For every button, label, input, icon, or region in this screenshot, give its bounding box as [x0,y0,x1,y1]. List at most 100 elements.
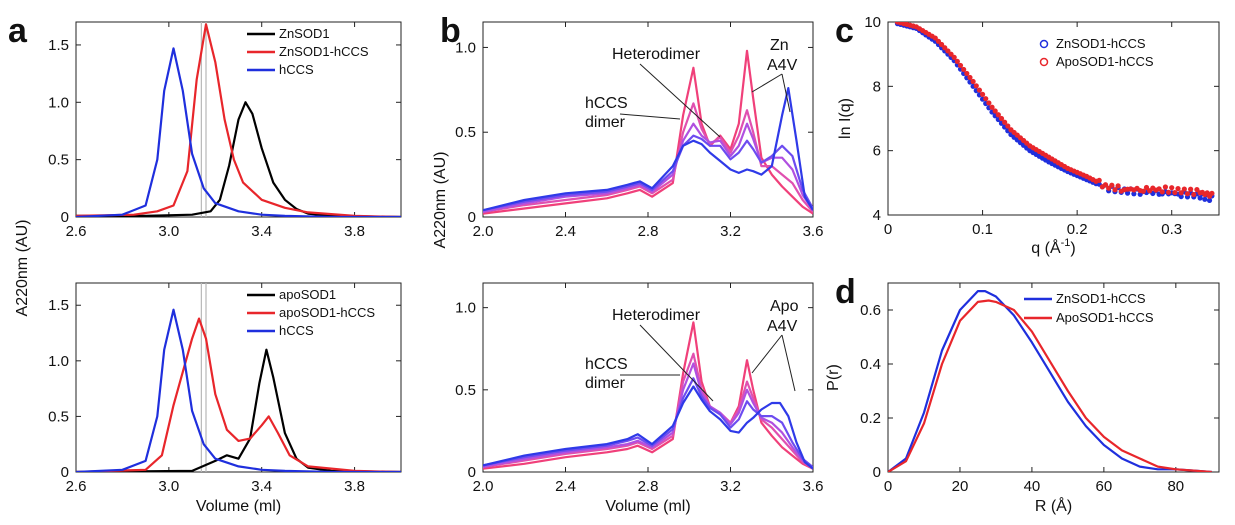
x-tick-label: 2.4 [555,223,576,240]
annotation-heterodimer: Heterodimer [612,307,701,324]
series-line-ZnSOD1-hCCS [888,290,1212,472]
series-line-apoSOD1-hCCS [76,317,401,472]
annotation-variant: Zn [770,37,789,54]
data-point [995,112,1001,118]
data-point [948,51,954,57]
x-axis-label-sup: -1 [1061,237,1071,249]
legend-label: ZnSOD1-hCCS [1056,36,1146,51]
data-point [1162,184,1169,190]
y-tick-label: 0.2 [860,410,881,427]
data-point [989,104,995,110]
x-tick-label: 3.4 [251,223,272,240]
chart-a-top: 2.6 3.0 3.4 3.8 0 0.5 1.0 1.5 ZnSOD1 ZnSOD1-hCCS h… [14,21,402,316]
series-line-trace-3 [483,377,813,468]
x-tick-label: 2.4 [555,478,576,495]
data-point [957,62,964,69]
data-point [1209,190,1215,196]
annotation-pointer [781,73,791,113]
series-line-trace-2 [483,122,813,213]
legend-marker [1039,57,1049,67]
data-point [1115,183,1121,189]
data-point [942,45,948,51]
y-tick-label: 8 [873,78,881,95]
y-tick-label: 0.5 [455,124,476,141]
y-tick-label: 4 [873,207,881,224]
y-tick-label: 1.5 [48,37,69,54]
panel-letter-d: d [835,273,856,311]
series-line-ZnSOD1-hCCS [76,23,401,217]
x-tick-label: 3.0 [158,223,179,240]
data-point [1178,190,1184,196]
y-axis-label: ln I(q) [837,98,854,139]
x-tick-label: 0.2 [1067,221,1088,238]
data-point [986,100,992,106]
data-point [1191,191,1197,198]
annotation-pointer [639,324,714,402]
legend-label: hCCS [279,323,314,338]
annotation-pointer [751,73,783,93]
annotation-pointer [639,63,721,138]
annotation-pointer [751,334,783,374]
series-line-trace-4 [483,87,813,212]
x-tick-label: 3.2 [720,478,741,495]
x-axis-label-main: q (Å [1031,238,1061,257]
x-tick-label: 3.6 [803,223,824,240]
chart-a-bottom: 2.6 3.0 3.4 3.8 0 0.5 1.0 1.5 apoSOD1 apoSOD1-hCC… [48,282,402,515]
x-tick-label: 0.3 [1161,221,1182,238]
series-line-hCCS [76,47,401,217]
y-tick-label: 6 [873,143,881,160]
x-tick-label: 2.8 [638,478,659,495]
data-point [998,115,1005,122]
x-tick-label: 3.6 [803,478,824,495]
data-point [992,108,998,114]
data-point [932,35,938,41]
data-point [1172,189,1178,196]
x-tick-label: 2.6 [66,223,87,240]
y-tick-label: 0 [61,209,69,226]
series-ApoSOD1-hCCS [894,22,1215,199]
data-point [954,58,960,65]
x-tick-label: 3.8 [344,478,365,495]
annotation-pointer [619,113,681,120]
x-tick-label: 60 [1096,478,1113,495]
data-point [1197,195,1203,201]
data-point [951,54,957,60]
y-tick-label: 10 [864,14,881,31]
x-tick-label: 20 [952,478,969,495]
x-axis-label-tail: ) [1070,240,1075,257]
data-point [961,66,967,73]
y-tick-label: 1.5 [48,297,69,314]
chart-b-top: 2.0 2.4 2.8 3.2 3.6 0 0.5 1.0 A220nm (AU) Heterod… [432,21,824,248]
y-tick-label: 0.5 [455,382,476,399]
x-tick-label: 2.0 [473,223,494,240]
data-point [1131,191,1137,197]
legend-label: ApoSOD1-hCCS [1056,310,1154,325]
legend-label: ZnSOD1 [279,26,330,41]
y-tick-label: 0 [468,464,476,481]
data-point [1002,119,1008,125]
data-point [1143,184,1150,191]
legend-label: ZnSOD1-hCCS [1056,291,1146,306]
series-line-trace-1 [483,102,813,213]
x-tick-label: 2.0 [473,478,494,495]
annotation-a4v: A4V [767,318,798,335]
x-tick-label: 0 [884,478,892,495]
y-tick-label: 0.5 [48,152,69,169]
annotation-hccs: hCCS [585,95,628,112]
panel-letter-a: a [8,12,28,50]
chart-b-bottom: 2.0 2.4 2.8 3.2 3.6 0 0.5 1.0 Volume (ml) Heterod… [455,282,824,515]
legend-label: apoSOD1 [279,287,336,302]
series-line-ApoSOD1-hCCS [888,299,1212,472]
legend-marker [1039,39,1049,49]
panel-letter-b: b [440,12,461,50]
y-tick-label: 0 [468,209,476,226]
annotation-heterodimer: Heterodimer [612,46,701,63]
x-axis-label: R (Å) [1035,496,1072,515]
data-point [1005,123,1011,129]
chart-c: 0 0.1 0.2 0.3 4 6 8 10 ZnSOD1-hCCS ApoSOD1-hCCS q … [837,14,1220,257]
chart-d: 0 20 40 60 80 0 0.2 0.4 0.6 ZnSOD1-hCCS ApoSOD1-hC… [825,282,1220,515]
x-tick-label: 3.4 [251,478,272,495]
x-axis-label: q (Å-1) [1031,237,1075,257]
data-point [976,87,983,93]
